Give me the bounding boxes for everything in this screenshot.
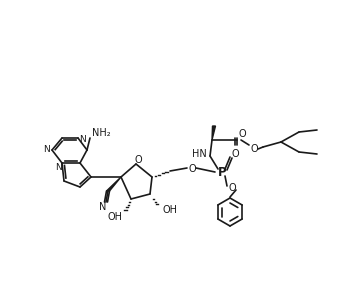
Polygon shape xyxy=(212,126,216,140)
Text: OH: OH xyxy=(107,212,122,222)
Text: O: O xyxy=(250,144,258,154)
Text: O: O xyxy=(228,183,236,193)
Text: O: O xyxy=(231,149,239,159)
Text: N: N xyxy=(42,146,49,155)
Text: NH₂: NH₂ xyxy=(92,128,110,138)
Text: N: N xyxy=(56,164,62,173)
Text: N: N xyxy=(99,202,107,212)
Text: OH: OH xyxy=(163,205,177,215)
Text: P: P xyxy=(218,166,226,179)
Text: HN: HN xyxy=(192,149,206,159)
Polygon shape xyxy=(106,177,121,191)
Text: O: O xyxy=(188,164,196,174)
Text: N: N xyxy=(80,135,86,144)
Text: O: O xyxy=(134,155,142,165)
Text: O: O xyxy=(238,129,246,139)
